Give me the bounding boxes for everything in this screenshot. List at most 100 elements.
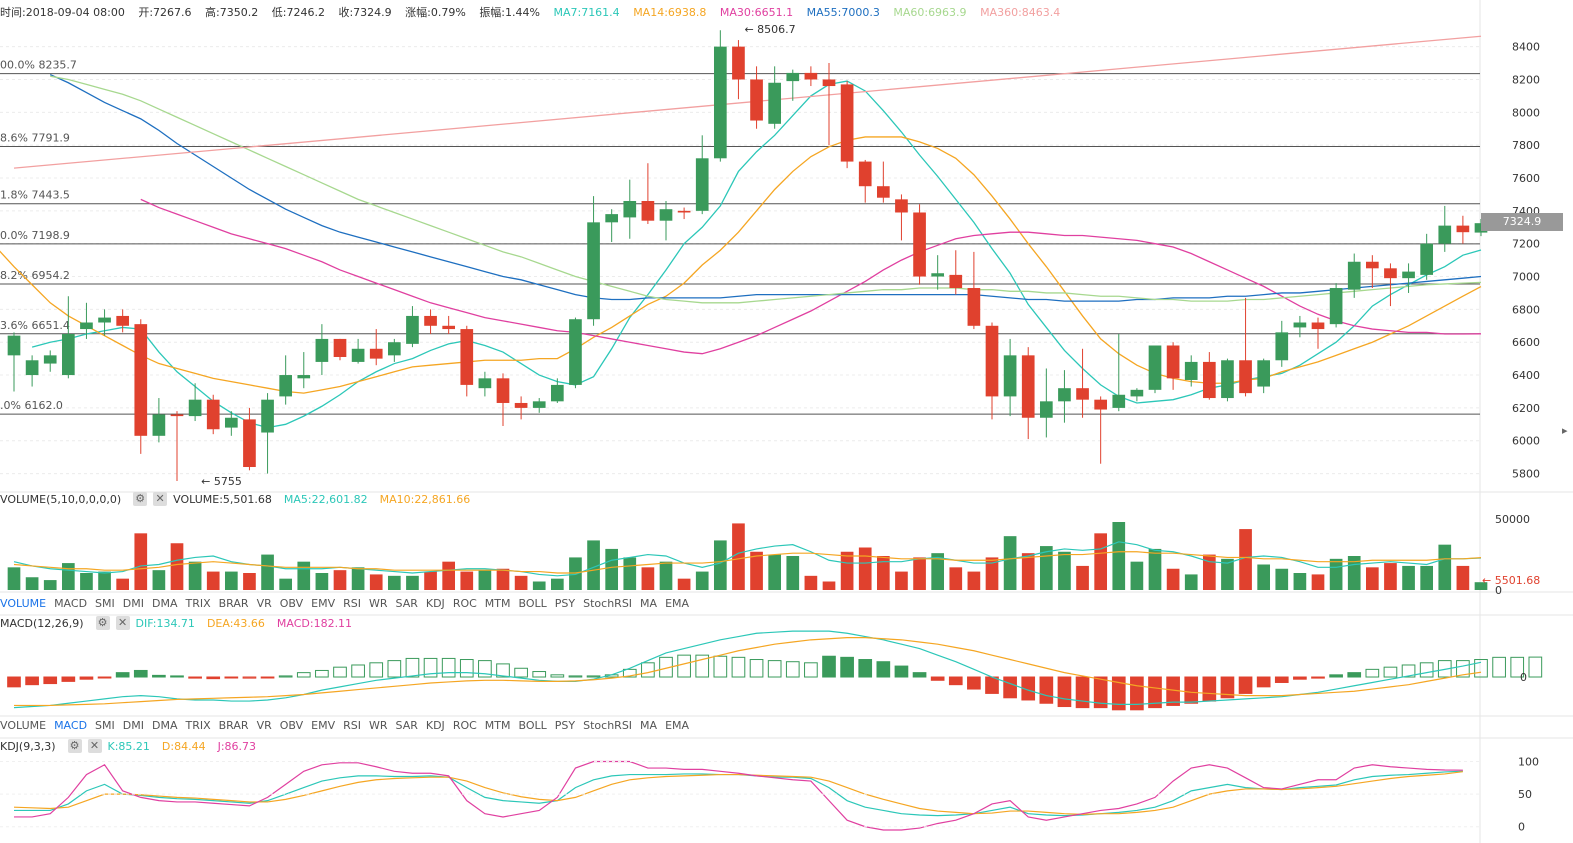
tab-macd[interactable]: MACD <box>54 597 88 610</box>
tab-mtm[interactable]: MTM <box>484 597 511 610</box>
macd-histogram-bar <box>133 669 148 678</box>
tab-ema[interactable]: EMA <box>665 719 690 732</box>
tab-psy[interactable]: PSY <box>554 597 576 610</box>
macd-histogram-bar <box>586 675 601 678</box>
tab-dmi[interactable]: DMI <box>122 597 144 610</box>
tab-kdj[interactable]: KDJ <box>425 597 445 610</box>
candle-body <box>1402 271 1415 279</box>
macd-histogram-bar <box>1401 664 1416 678</box>
extreme-annotation: ← 8506.7 <box>744 23 795 36</box>
volume-bar <box>297 561 311 590</box>
macd-histogram-bar <box>152 674 166 678</box>
fib-level-label: 3.6% 6651.4 <box>0 319 70 332</box>
tab-boll[interactable]: BOLL <box>518 719 547 732</box>
gear-icon[interactable]: ⚙ <box>95 616 110 630</box>
ma30-label: MA30:6651.1 <box>719 6 794 19</box>
macd-histogram-bar <box>97 676 112 679</box>
tab-obv[interactable]: OBV <box>279 597 304 610</box>
tab-ma[interactable]: MA <box>640 597 658 610</box>
tab-stochrsi[interactable]: StochRSI <box>583 597 633 610</box>
macd-histogram-bar <box>568 675 583 678</box>
ma-line-ma30 <box>140 198 1482 355</box>
tab-macd[interactable]: MACD <box>54 719 88 732</box>
tab-trix[interactable]: TRIX <box>185 597 211 610</box>
tab-ma[interactable]: MA <box>640 719 658 732</box>
price-tick-label: 7800 <box>1512 139 1540 152</box>
price-tick-label: 6800 <box>1512 303 1540 316</box>
volume-bar <box>170 543 184 590</box>
tab-smi[interactable]: SMI <box>95 597 115 610</box>
candle-body <box>279 375 293 397</box>
volume-bar <box>206 571 220 590</box>
tab-stochrsi[interactable]: StochRSI <box>583 719 633 732</box>
tab-dma[interactable]: DMA <box>151 597 178 610</box>
volume-bar <box>478 570 492 590</box>
volume-bar <box>61 563 75 590</box>
tab-psy[interactable]: PSY <box>554 719 576 732</box>
gear-icon[interactable]: ⚙ <box>67 739 82 753</box>
candle-body <box>840 84 854 162</box>
gear-icon[interactable]: ⚙ <box>133 492 148 506</box>
price-tick-label: 6000 <box>1512 435 1540 448</box>
time-label: 时间:2018-09-04 08:00 <box>0 6 125 19</box>
tab-vr[interactable]: VR <box>256 597 272 610</box>
ma360-label: MA360:8463.4 <box>980 6 1061 19</box>
tab-dma[interactable]: DMA <box>151 719 178 732</box>
close-icon[interactable]: ✕ <box>115 616 130 630</box>
macd-histogram-bar <box>1419 662 1434 678</box>
tab-trix[interactable]: TRIX <box>185 719 211 732</box>
tab-ema[interactable]: EMA <box>665 597 690 610</box>
tab-rsi[interactable]: RSI <box>343 597 361 610</box>
macd-histogram-bar <box>1293 676 1307 680</box>
kdj-k: K:85.21 <box>107 739 150 753</box>
macd-histogram-bar <box>641 662 655 678</box>
macd-histogram-bar <box>79 676 94 680</box>
candle-body <box>786 72 800 82</box>
volume-bar <box>261 554 274 590</box>
candle-body <box>750 79 763 121</box>
tab-vr[interactable]: VR <box>256 719 272 732</box>
ma-line-ma55 <box>49 73 1482 302</box>
macd-histogram-bar <box>1474 659 1488 678</box>
macd-histogram-bar <box>115 672 130 678</box>
tab-emv[interactable]: EMV <box>311 719 336 732</box>
tab-boll[interactable]: BOLL <box>518 597 547 610</box>
tab-sar[interactable]: SAR <box>395 719 418 732</box>
volume-bar <box>967 571 981 590</box>
tab-wr[interactable]: WR <box>368 597 388 610</box>
volume-bar <box>351 567 365 590</box>
candle-body <box>1456 225 1470 233</box>
close-label: 收:7324.9 <box>338 6 392 19</box>
tab-wr[interactable]: WR <box>368 719 388 732</box>
candle-body <box>424 315 437 326</box>
tab-volume[interactable]: VOLUME <box>0 719 47 732</box>
candle-body <box>1076 388 1089 400</box>
scroll-right-icon[interactable]: ▸ <box>1562 424 1568 437</box>
macd-histogram-bar <box>677 654 691 678</box>
tab-volume[interactable]: VOLUME <box>0 597 47 610</box>
candle-body <box>1003 355 1017 397</box>
tab-roc[interactable]: ROC <box>452 719 477 732</box>
tab-sar[interactable]: SAR <box>395 597 418 610</box>
candle-body <box>1166 345 1180 379</box>
candle-body <box>532 401 546 408</box>
macd-histogram-bar <box>749 659 764 678</box>
candle-body <box>732 46 745 80</box>
candle-body <box>514 402 528 408</box>
tab-obv[interactable]: OBV <box>279 719 304 732</box>
tab-dmi[interactable]: DMI <box>122 719 144 732</box>
tab-rsi[interactable]: RSI <box>343 719 361 732</box>
tab-kdj[interactable]: KDJ <box>425 719 445 732</box>
tab-brar[interactable]: BRAR <box>218 719 249 732</box>
tab-mtm[interactable]: MTM <box>484 719 511 732</box>
tab-emv[interactable]: EMV <box>311 597 336 610</box>
close-icon[interactable]: ✕ <box>87 739 102 753</box>
tab-roc[interactable]: ROC <box>452 597 477 610</box>
volume-bar <box>1166 568 1180 590</box>
tab-brar[interactable]: BRAR <box>218 597 249 610</box>
volume-bar <box>1311 574 1325 590</box>
candle-body <box>25 360 39 376</box>
tab-smi[interactable]: SMI <box>95 719 115 732</box>
close-icon[interactable]: ✕ <box>153 492 168 506</box>
